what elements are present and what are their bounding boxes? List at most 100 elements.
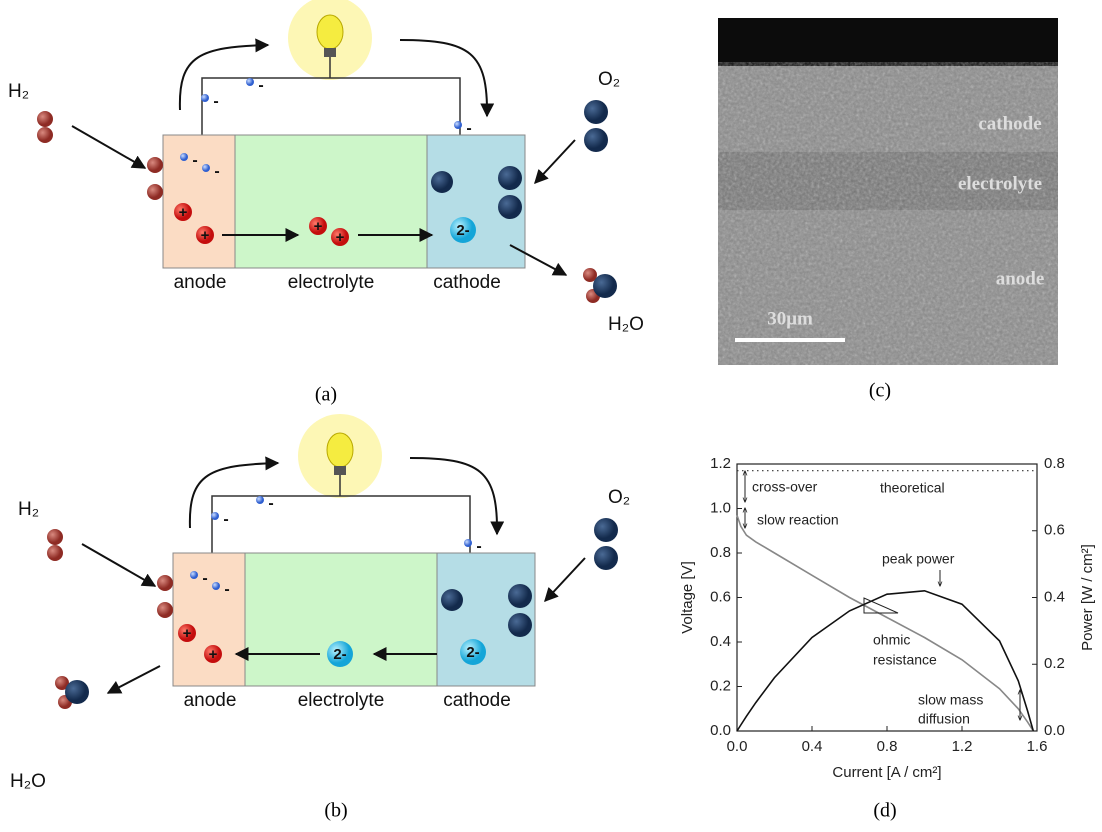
charge-label: + [314, 218, 323, 235]
hydrogen-atom [47, 545, 63, 561]
oxygen-atom [594, 546, 618, 570]
oxygen-atom [594, 518, 618, 542]
layer-label: cathode [978, 113, 1041, 134]
wire [202, 78, 460, 135]
electrolyte-label: electrolyte [298, 690, 385, 711]
x-tick-label: 1.2 [952, 738, 973, 755]
oxygen-atom [584, 128, 608, 152]
o2-label: O₂ [598, 69, 620, 90]
arrow [72, 126, 145, 168]
y-tick-label: 1.0 [710, 499, 731, 516]
h2o-label: H₂O [608, 314, 644, 335]
charge-label: - [258, 77, 263, 94]
y2-tick-label: 0.4 [1044, 588, 1065, 605]
oxygen-atom [508, 584, 532, 608]
layer-label: electrolyte [958, 173, 1042, 194]
arrow [535, 140, 575, 183]
electron [464, 539, 472, 547]
panel-a: ----anodeelectrolytecathodeH₂--O₂++++2-H… [8, 0, 644, 335]
electron [246, 78, 254, 86]
annotation: peak power [882, 551, 955, 567]
y-tick-label: 0.4 [710, 633, 731, 650]
ohmic-triangle [864, 598, 898, 613]
oxygen-atom [65, 680, 89, 704]
panel-label: (b) [324, 800, 347, 822]
oxygen-atom [441, 589, 463, 611]
plot-frame [737, 464, 1037, 731]
bulb-base [334, 466, 346, 475]
annotation: slow mass [918, 692, 983, 708]
charge-label: 2- [456, 222, 469, 239]
electrolyte-layer [235, 135, 427, 268]
annotation: diffusion [918, 711, 970, 727]
arrow [82, 544, 155, 586]
oxygen-atom [584, 100, 608, 124]
charge-label: + [209, 646, 218, 663]
anode-layer [163, 135, 235, 268]
cathode-label: cathode [443, 690, 511, 711]
annotation: resistance [873, 652, 937, 668]
anode-label: anode [184, 690, 237, 711]
oxygen-atom [508, 613, 532, 637]
charge-label: + [201, 227, 210, 244]
arrow [108, 666, 160, 693]
charge-label: - [213, 93, 218, 110]
panel-c: cathode electrolyte anode 30μm [718, 18, 1058, 365]
oxygen-atom [431, 171, 453, 193]
x-tick-label: 1.6 [1027, 738, 1048, 755]
h2o-label: H₂O [10, 771, 46, 792]
bulb [327, 433, 353, 467]
oxygen-atom [498, 166, 522, 190]
hydrogen-atom [157, 575, 173, 591]
electron [212, 582, 220, 590]
figure: ----anodeelectrolytecathodeH₂--O₂++++2-H… [0, 0, 1102, 832]
hydrogen-atom [147, 184, 163, 200]
layer-label: anode [996, 268, 1045, 289]
x-tick-label: 0.8 [877, 738, 898, 755]
y-tick-label: 0.6 [710, 588, 731, 605]
charge-label: 2- [466, 644, 479, 661]
electrolyte-label: electrolyte [288, 272, 375, 293]
electron [211, 512, 219, 520]
vacuum-region [718, 18, 1058, 66]
electron [454, 121, 462, 129]
o2-label: O₂ [608, 487, 630, 508]
oxygen-atom [498, 195, 522, 219]
oxygen-atom [593, 274, 617, 298]
y2-tick-label: 0.2 [1044, 655, 1065, 672]
annotation: cross-over [752, 479, 818, 495]
hydrogen-atom [157, 602, 173, 618]
scale-bar-label: 30μm [767, 308, 813, 329]
annotation: slow reaction [757, 512, 839, 528]
annotation: theoretical [880, 480, 945, 496]
electron [201, 94, 209, 102]
panel-label: (d) [873, 800, 896, 822]
electron [190, 571, 198, 579]
h2-label: H₂ [8, 81, 29, 102]
bulb-base [324, 48, 336, 57]
x-tick-label: 0.4 [802, 738, 823, 755]
y2-tick-label: 0.6 [1044, 522, 1065, 539]
y-tick-label: 0.2 [710, 677, 731, 694]
panel-label: (a) [315, 384, 337, 406]
y-axis-title: Voltage [V] [679, 561, 696, 634]
charge-label: - [202, 570, 207, 587]
cathode-label: cathode [433, 272, 501, 293]
y2-tick-label: 0.0 [1044, 722, 1065, 739]
hydrogen-atom [37, 111, 53, 127]
panel-b: ----anodeelectrolytecathodeH₂--O₂++2-2-H… [10, 414, 630, 792]
charge-label: + [179, 204, 188, 221]
hydrogen-atom [147, 157, 163, 173]
charge-label: - [224, 581, 229, 598]
x-tick-label: 0.0 [727, 738, 748, 755]
hydrogen-atom [47, 529, 63, 545]
electron [180, 153, 188, 161]
y-tick-label: 0.0 [710, 722, 731, 739]
electron [202, 164, 210, 172]
wire [212, 496, 470, 553]
annotation: ohmic [873, 632, 910, 648]
hydrogen-atom [37, 127, 53, 143]
charge-label: - [223, 511, 228, 528]
charge-label: - [268, 495, 273, 512]
